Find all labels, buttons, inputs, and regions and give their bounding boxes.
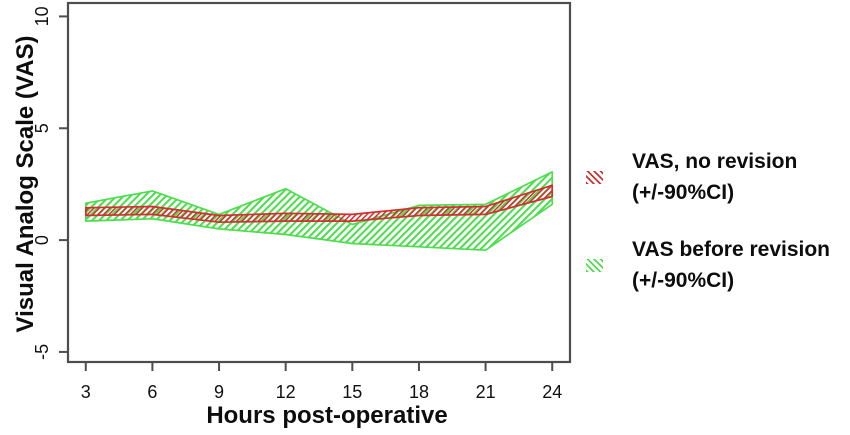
legend-label-line: (+/-90%CI) (632, 181, 735, 204)
legend-label-line: (+/-90%CI) (632, 269, 735, 292)
x-tick-label: 9 (214, 382, 224, 402)
legend: VAS, no revision (+/-90%CI) VAS before r… (586, 146, 830, 322)
y-tick-label: 5 (32, 123, 52, 133)
x-tick-label: 21 (476, 382, 496, 402)
x-tick-label: 3 (81, 382, 91, 402)
legend-label-no-revision: VAS, no revision (+/-90%CI) (632, 146, 797, 208)
legend-label-line: VAS before revision (632, 238, 831, 261)
x-tick-label: 6 (147, 382, 157, 402)
plot-border (66, 1, 572, 364)
band-no-revision (84, 184, 554, 224)
legend-item-no-revision: VAS, no revision (+/-90%CI) (586, 146, 830, 208)
green-hatch-swatch (586, 258, 603, 272)
y-axis-title: Visual Analog Scale (VAS) (12, 35, 39, 333)
y-tick-label: -5 (32, 344, 52, 360)
x-axis-title: Hours post-operative (206, 402, 448, 429)
x-tick-label: 15 (342, 382, 362, 402)
legend-item-before-revision: VAS before revision (+/-90%CI) (586, 234, 830, 296)
x-tick-label: 24 (542, 382, 562, 402)
y-tick-label: 10 (32, 6, 52, 26)
band-before-revision (84, 171, 554, 252)
legend-label-before-revision: VAS before revision (+/-90%CI) (632, 234, 830, 296)
x-tick-label: 12 (276, 382, 296, 402)
x-tick-label: 18 (409, 382, 429, 402)
legend-label-line: VAS, no revision (632, 150, 798, 173)
y-tick-label: 0 (32, 235, 52, 245)
red-hatch-swatch (586, 170, 603, 184)
